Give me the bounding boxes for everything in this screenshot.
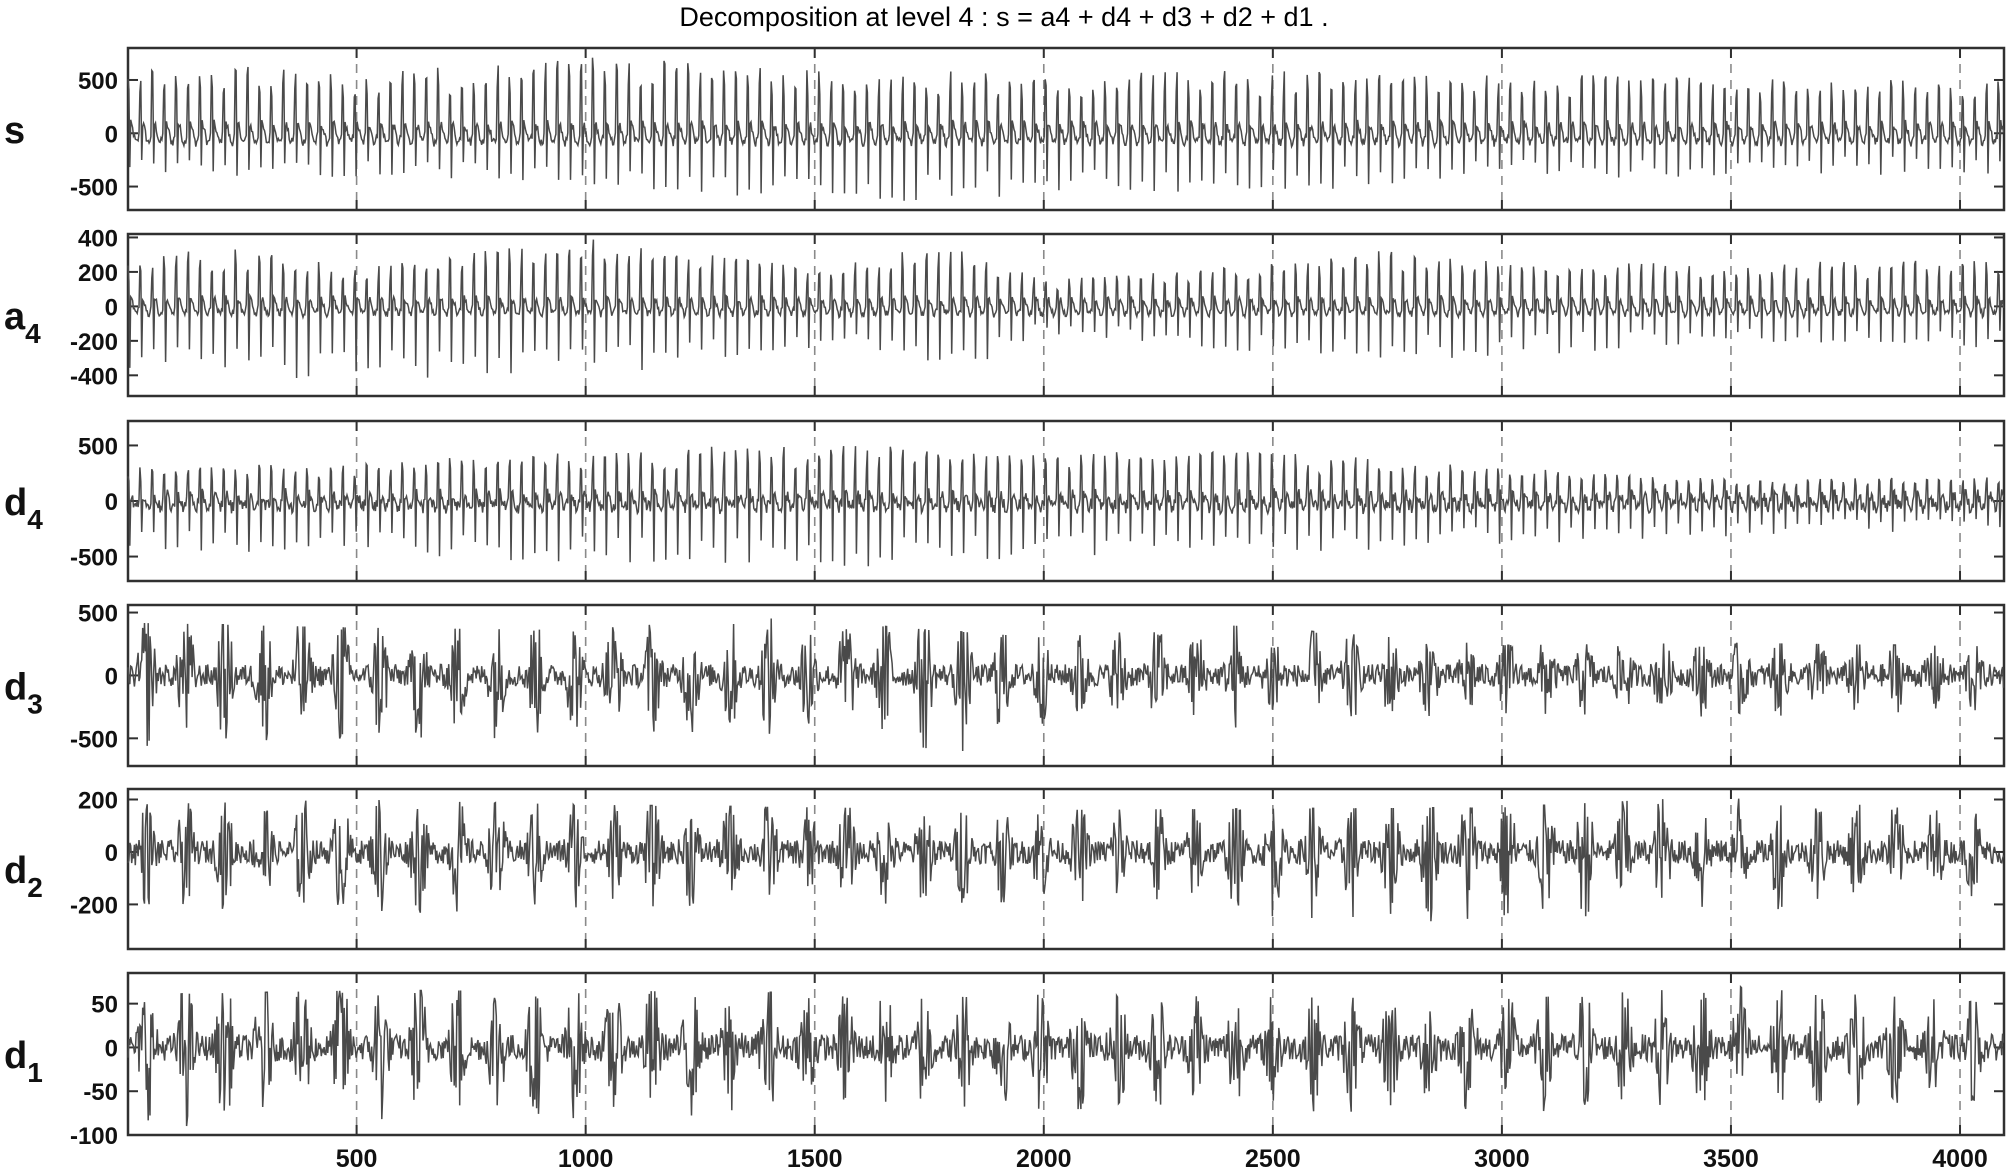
y-tick-label: 0 bbox=[105, 840, 118, 867]
subplot-label: s bbox=[4, 110, 25, 152]
series-line bbox=[127, 985, 2005, 1127]
y-tick-label: 200 bbox=[78, 260, 118, 287]
y-tick-label: -200 bbox=[70, 329, 118, 356]
x-tick-label: 4000 bbox=[1932, 1145, 1988, 1173]
y-tick-label: 500 bbox=[78, 601, 118, 628]
y-tick-label: -400 bbox=[70, 363, 118, 390]
subplot-a4: -400 -200 0 200 400 a4 bbox=[4, 225, 2006, 398]
subplot-label: d1 bbox=[4, 1035, 43, 1088]
subplot-frame bbox=[126, 603, 2006, 768]
x-tick-label: 500 bbox=[336, 1145, 378, 1173]
subplot-label: d4 bbox=[4, 482, 43, 535]
subplot-label: d3 bbox=[4, 667, 43, 720]
subplot-frame bbox=[126, 971, 2006, 1137]
y-tick-label: 0 bbox=[105, 489, 118, 516]
series-line bbox=[127, 446, 2005, 567]
x-tick-label: 2500 bbox=[1245, 1145, 1301, 1173]
subplot-d2: -200 0 200 d2 bbox=[4, 787, 2006, 951]
subplot-label: d2 bbox=[4, 850, 43, 903]
y-tick-label: 0 bbox=[105, 1035, 118, 1062]
series-line bbox=[127, 618, 2005, 752]
x-tick-label: 3000 bbox=[1474, 1145, 1530, 1173]
y-tick-label: 500 bbox=[78, 68, 118, 95]
x-tick-label: 1000 bbox=[558, 1145, 614, 1173]
y-tick-label: -500 bbox=[70, 175, 118, 202]
y-tick-label: 200 bbox=[78, 787, 118, 814]
y-tick-label: -200 bbox=[70, 892, 118, 919]
x-tick-label: 1500 bbox=[787, 1145, 843, 1173]
series-line bbox=[127, 57, 2005, 201]
subplot-d1: -100 -50 0 50 d1 bbox=[4, 971, 2006, 1150]
y-tick-label: 400 bbox=[78, 225, 118, 252]
y-tick-label: 0 bbox=[105, 663, 118, 690]
y-tick-label: -100 bbox=[70, 1123, 118, 1150]
y-tick-label: -500 bbox=[70, 545, 118, 572]
series-line bbox=[127, 798, 2005, 922]
y-tick-label: 50 bbox=[91, 992, 118, 1019]
y-tick-label: -50 bbox=[83, 1079, 118, 1106]
subplot-s: -500 0 500 s bbox=[4, 46, 2006, 212]
subplot-d3: -500 0 500 d3 bbox=[4, 601, 2006, 768]
series-line bbox=[127, 239, 2005, 379]
y-tick-label: -500 bbox=[70, 726, 118, 753]
chart-title: Decomposition at level 4 : s = a4 + d4 +… bbox=[679, 2, 1329, 32]
subplot-d4: -500 0 500 d4 bbox=[4, 419, 2006, 583]
y-tick-label: 0 bbox=[105, 294, 118, 321]
subplot-label: a4 bbox=[4, 296, 41, 349]
x-tick-label: 3500 bbox=[1703, 1145, 1759, 1173]
y-tick-label: 0 bbox=[105, 121, 118, 148]
x-tick-label: 2000 bbox=[1016, 1145, 1072, 1173]
subplot-frame bbox=[126, 787, 2006, 951]
y-tick-label: 500 bbox=[78, 433, 118, 460]
